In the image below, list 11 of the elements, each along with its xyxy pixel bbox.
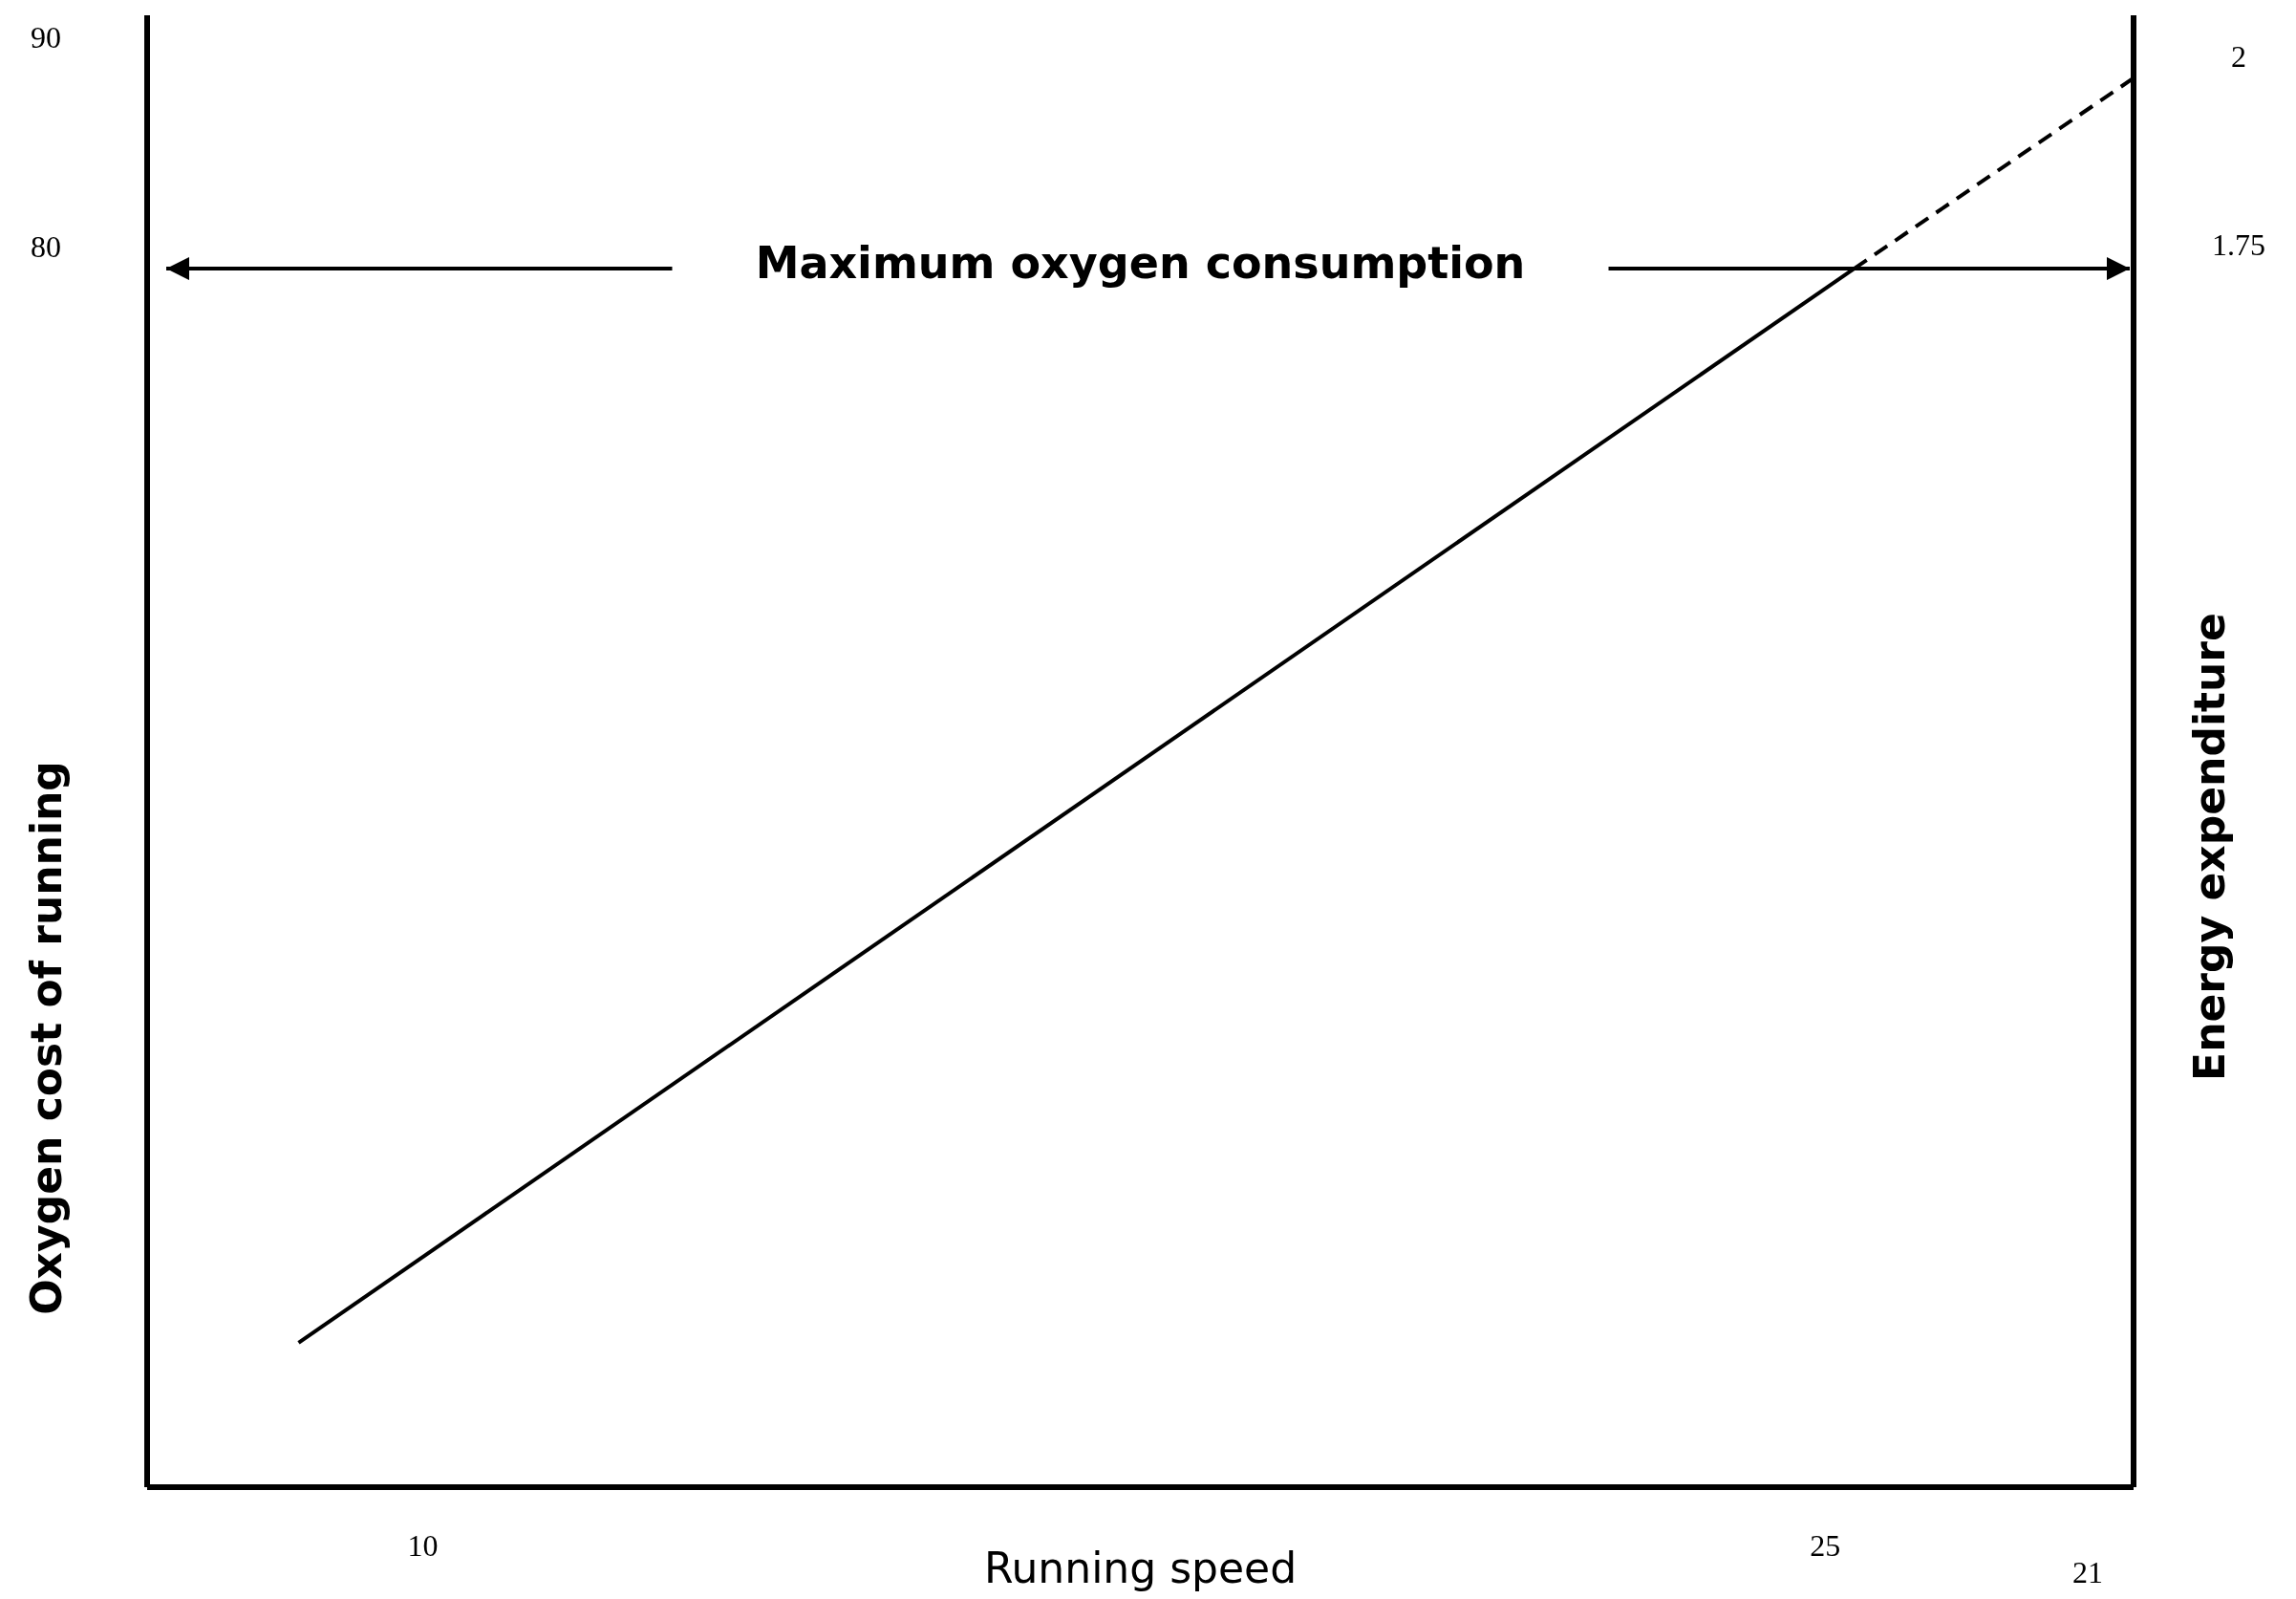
y-axis-title: Oxygen cost of running bbox=[22, 761, 71, 1315]
ref-line-label: Maximum oxygen consumption bbox=[755, 236, 1526, 289]
y-tick-label: 80 bbox=[31, 228, 61, 264]
x-tick-label: 25 bbox=[1810, 1528, 1841, 1563]
y2-tick-label: 1.75 bbox=[2212, 227, 2265, 262]
text: 21 bbox=[2072, 1555, 2103, 1589]
x-axis-title: Running speed bbox=[983, 1544, 1298, 1592]
y2-axis-title: Energy expenditure bbox=[2185, 613, 2234, 1081]
y2-tick-label: 2 bbox=[2231, 39, 2246, 75]
x-tick-label: 10 bbox=[407, 1528, 439, 1563]
y-tick-label: 90 bbox=[31, 19, 61, 54]
